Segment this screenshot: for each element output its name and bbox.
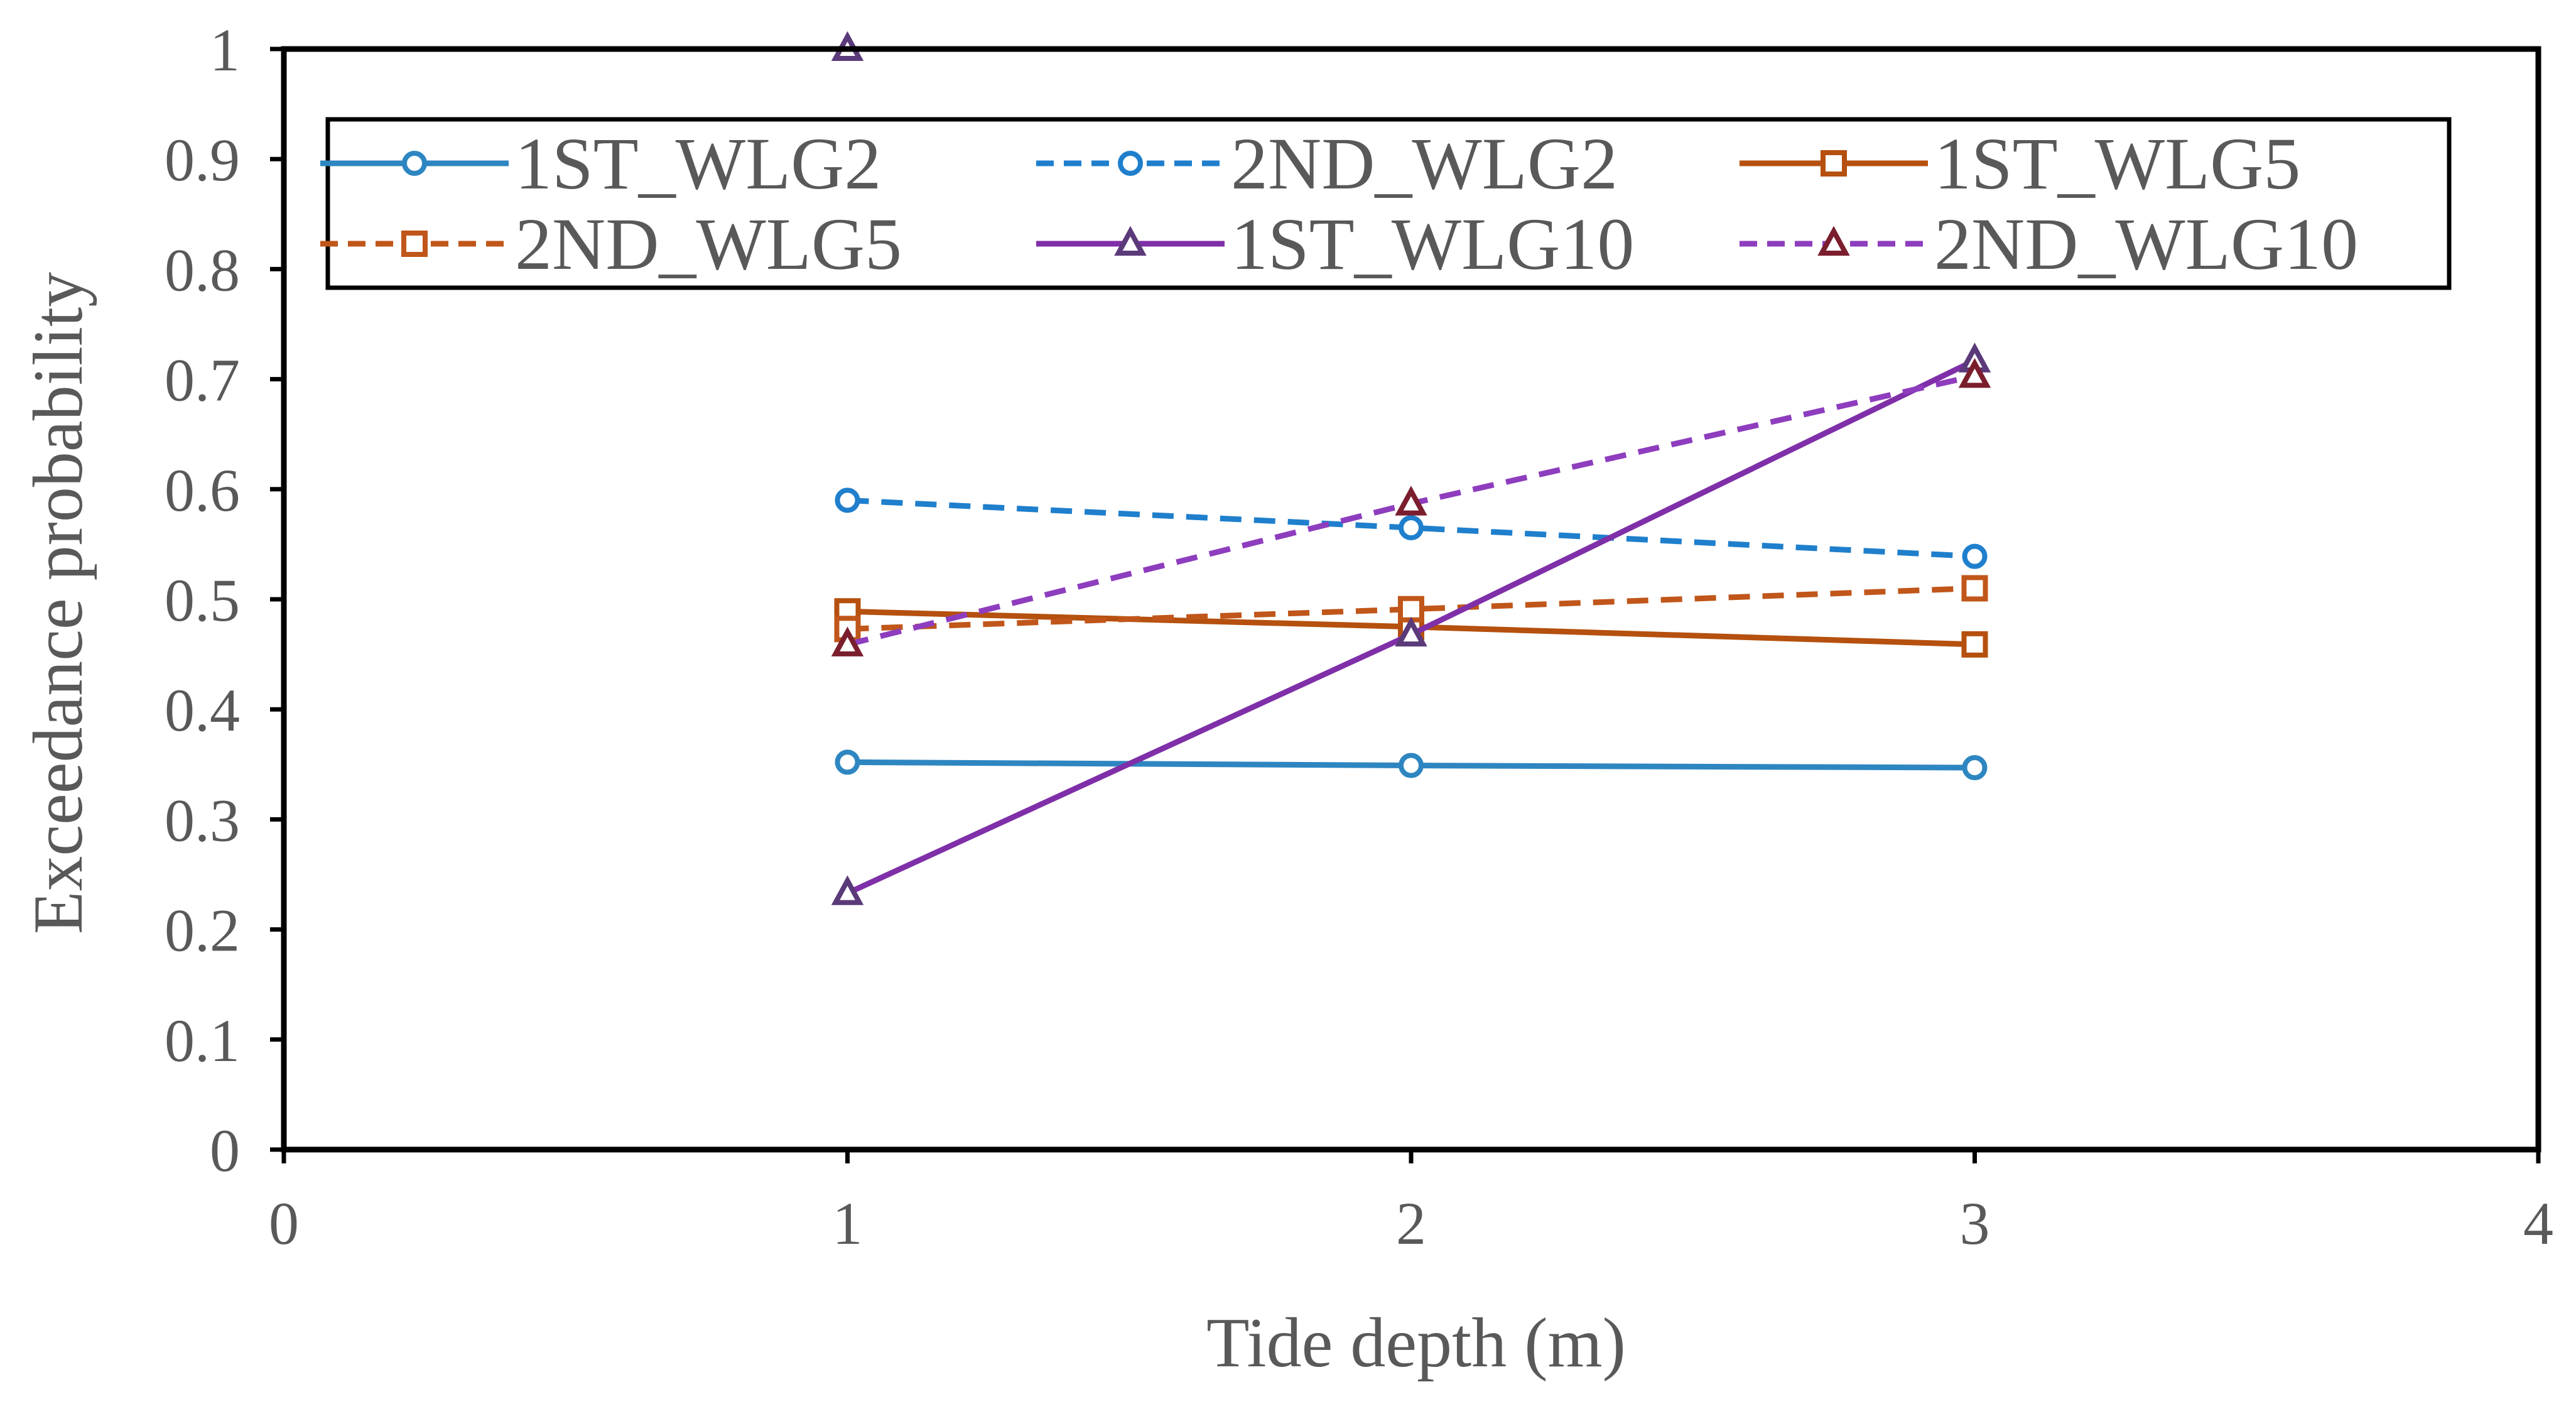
y-tick-label: 0.3 bbox=[165, 786, 240, 854]
y-tick-label: 0.5 bbox=[165, 567, 240, 634]
data-point bbox=[1399, 515, 1424, 541]
data-point bbox=[1395, 616, 1427, 647]
x-tick-label: 0 bbox=[269, 1190, 299, 1257]
series-2nd-wlg5 bbox=[834, 575, 1988, 643]
legend-label: 2ND_WLG2 bbox=[1231, 122, 1618, 205]
y-axis-title: Exceedance probability bbox=[19, 272, 97, 934]
y-tick-label: 0.7 bbox=[165, 347, 240, 414]
legend-marker bbox=[1817, 226, 1850, 256]
x-tick-label: 1 bbox=[833, 1190, 863, 1257]
legend-marker bbox=[1114, 226, 1147, 256]
series-2nd-wlg10 bbox=[831, 357, 1991, 656]
legend-marker bbox=[402, 151, 427, 176]
y-tick-label: 0 bbox=[210, 1117, 240, 1184]
legend-marker bbox=[401, 231, 428, 257]
data-point bbox=[1961, 575, 1988, 602]
plot-area bbox=[281, 46, 2541, 1153]
legend-item: 1ST_WLG2 bbox=[320, 122, 881, 205]
data-point bbox=[835, 487, 860, 513]
data-point bbox=[1962, 543, 1988, 569]
x-tick-label: 4 bbox=[2523, 1190, 2553, 1257]
legend-marker bbox=[1118, 151, 1143, 176]
data-point bbox=[1962, 755, 1988, 781]
series-layer bbox=[831, 31, 1991, 905]
y-tick-label: 0.6 bbox=[165, 457, 240, 524]
legend-label: 2ND_WLG5 bbox=[515, 203, 902, 285]
legend-label: 2ND_WLG10 bbox=[1934, 203, 2358, 285]
data-point bbox=[1961, 631, 1988, 658]
legend-item: 1ST_WLG10 bbox=[1036, 203, 1634, 285]
y-tick-label: 0.8 bbox=[165, 236, 240, 303]
tick-labels: 0 1 2 3 4 0 0.1 0.2 0.3 0.4 0.5 0.6 0.7 0.8 0.9 1 bbox=[165, 16, 2553, 1257]
y-tick-label: 0.1 bbox=[165, 1007, 240, 1074]
series-line bbox=[847, 497, 1975, 560]
legend: 1ST_WLG2 2ND_WLG2 1ST_WLG5 2ND_WLG5 1ST_WLG1… bbox=[320, 117, 2452, 290]
legend-item: 2ND_WLG2 bbox=[1036, 122, 1618, 205]
y-tick-label: 0.2 bbox=[165, 897, 240, 964]
data-point bbox=[831, 626, 864, 656]
data-point bbox=[1395, 486, 1427, 516]
data-point bbox=[1398, 596, 1424, 623]
legend-label: 1ST_WLG10 bbox=[1231, 203, 1634, 285]
y-axis-title-group: Exceedance probability bbox=[19, 272, 97, 934]
legend-marker bbox=[1821, 150, 1847, 177]
data-point bbox=[1399, 753, 1424, 778]
data-point bbox=[831, 875, 864, 905]
y-tick-label: 0.4 bbox=[165, 677, 240, 744]
x-tick-label: 3 bbox=[1960, 1190, 1990, 1257]
series-2nd-wlg2 bbox=[835, 487, 1988, 569]
data-point bbox=[1958, 357, 1991, 388]
y-tick-label: 1 bbox=[210, 16, 240, 84]
x-axis-title: Tide depth (m) bbox=[1206, 1304, 1626, 1382]
y-tick-label: 0.9 bbox=[165, 126, 240, 193]
legend-label: 1ST_WLG2 bbox=[515, 122, 881, 205]
legend-item: 2ND_WLG5 bbox=[320, 203, 902, 285]
x-tick-label: 2 bbox=[1396, 1190, 1426, 1257]
series-1st-wlg2 bbox=[835, 749, 1988, 781]
legend-item: 1ST_WLG5 bbox=[1740, 122, 2300, 205]
legend-box bbox=[325, 117, 2452, 290]
series-line bbox=[847, 585, 1975, 632]
data-point bbox=[835, 749, 860, 775]
legend-item: 2ND_WLG10 bbox=[1740, 203, 2358, 285]
series-1st-wlg10 bbox=[831, 342, 1991, 905]
legend-label: 1ST_WLG5 bbox=[1934, 122, 2300, 205]
